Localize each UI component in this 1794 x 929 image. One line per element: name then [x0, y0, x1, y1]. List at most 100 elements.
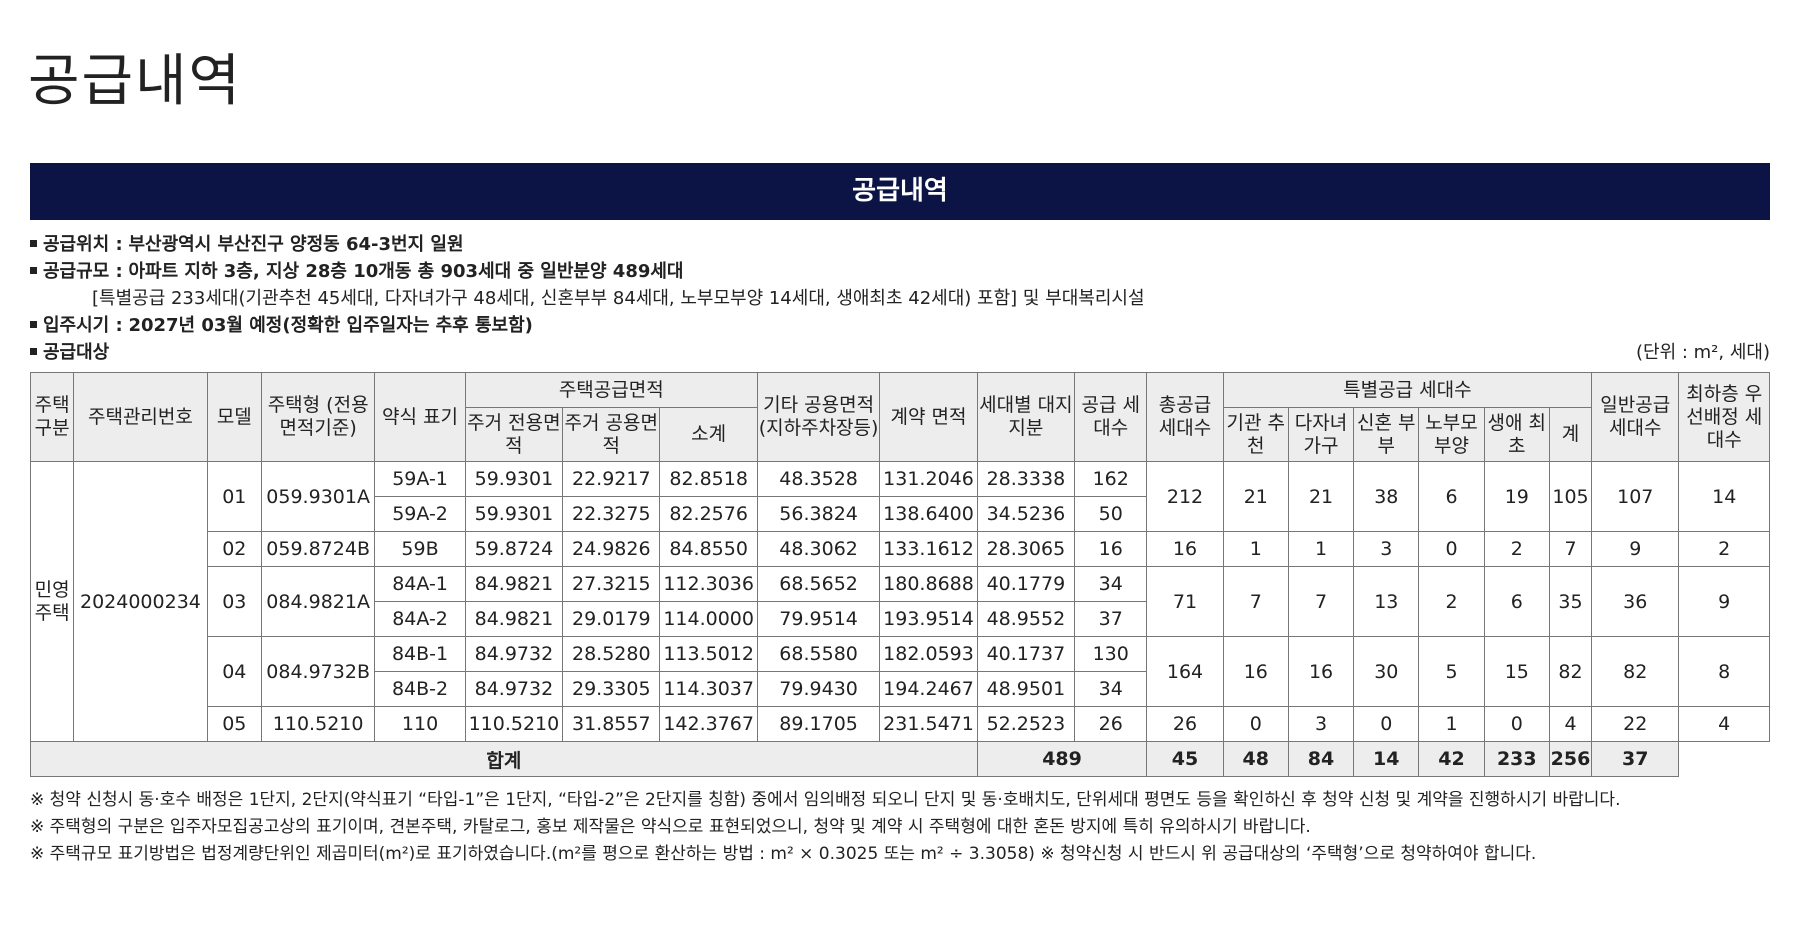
cell-contract: 231.5471: [879, 706, 978, 742]
info-scale: 공급규모 : 아파트 지하 3층, 지상 28층 10개동 총 903세대 중 …: [30, 258, 1770, 285]
cell-land: 40.1737: [976, 636, 1076, 672]
header-supply-units: 공급 세대수: [1074, 372, 1148, 462]
header-subtotal: 소계: [659, 407, 758, 462]
cell-other: 48.3528: [756, 461, 881, 497]
cell-first: 19: [1483, 461, 1550, 532]
cell-type: 084.9821A: [260, 566, 376, 637]
header-model: 모델: [206, 372, 262, 462]
supply-table: 주택 구분 주택관리번호 모델 주택형 (전용면적기준) 약식 표기 주택공급면…: [29, 372, 1770, 777]
banner-title: 공급내역: [30, 163, 1770, 220]
header-supply-area: 주택공급면적: [464, 372, 758, 408]
cell-excl: 59.9301: [464, 496, 564, 532]
cell-other: 56.3824: [756, 496, 881, 532]
cell-excl: 59.8724: [464, 531, 564, 567]
bullet-icon: [30, 240, 37, 247]
header-contract-area: 계약 면적: [879, 372, 978, 462]
cell-abbr: 84A-2: [374, 601, 466, 637]
cell-newly: 13: [1353, 566, 1420, 637]
cell-elderly: 1: [1418, 706, 1485, 742]
bullet-icon: [30, 321, 37, 328]
cell-newly: 0: [1353, 706, 1420, 742]
unit-note: (단위 : m², 세대): [1636, 342, 1770, 363]
cell-multi: 16: [1287, 636, 1355, 707]
cell-units: 34: [1074, 566, 1148, 602]
header-other-common: 기타 공용면적 (지하주차장등): [756, 372, 881, 462]
info-location-value: 부산광역시 부산진구 양정동 64-3번지 일원: [128, 234, 464, 255]
total-supply: 489: [976, 741, 1148, 777]
header-common: 주거 공용면적: [562, 407, 661, 462]
cell-inst: 16: [1222, 636, 1289, 707]
cell-land: 28.3065: [976, 531, 1076, 567]
cell-type: 059.8724B: [260, 531, 376, 567]
footnote: ※ 주택규모 표기방법은 법정계량단위인 제곱미터(m²)로 표기하였습니다.(…: [30, 844, 1537, 864]
info-target-label: 공급대상: [43, 342, 110, 363]
cell-first: 2: [1483, 531, 1550, 567]
cell-elderly: 5: [1418, 636, 1485, 707]
header-total-supply: 총공급 세대수: [1146, 372, 1224, 462]
cell-general: 22: [1591, 706, 1680, 742]
cell-total: 16: [1146, 531, 1224, 567]
cell-common: 31.8557: [562, 706, 661, 742]
cell-elderly: 2: [1418, 566, 1485, 637]
cell-common: 27.3215: [562, 566, 661, 602]
table-body: 민영 주택 2024000234 01 059.9301A 59A-1 59.9…: [29, 461, 1770, 777]
info-scale-label: 공급규모 :: [43, 261, 123, 282]
cell-abbr: 84A-1: [374, 566, 466, 602]
footnotes: ※ 청약 신청시 동·호수 배정은 1단지, 2단지(약식표기 “타입-1”은 …: [30, 787, 1770, 868]
cell-first: 15: [1483, 636, 1550, 707]
cell-land: 40.1779: [976, 566, 1076, 602]
total-multi: 48: [1222, 741, 1289, 777]
bullet-icon: [30, 348, 37, 355]
header-special-sum: 계: [1548, 407, 1593, 462]
table-row: 민영 주택 2024000234 01 059.9301A 59A-1 59.9…: [29, 461, 1770, 742]
cell-category: 민영 주택: [29, 461, 75, 742]
cell-excl: 84.9732: [464, 671, 564, 707]
cell-model: 05: [206, 706, 262, 742]
header-abbr: 약식 표기: [374, 372, 466, 462]
cell-contract: 194.2467: [879, 671, 978, 707]
cell-other: 68.5580: [756, 636, 881, 672]
cell-lowest: 14: [1678, 461, 1770, 532]
cell-special-sum: 82: [1548, 636, 1593, 707]
cell-lowest: 2: [1678, 531, 1770, 567]
cell-type: 084.9732B: [260, 636, 376, 707]
info-location: 공급위치 : 부산광역시 부산진구 양정동 64-3번지 일원: [30, 231, 1770, 258]
cell-special-sum: 7: [1548, 531, 1593, 567]
header-elderly: 노부모 부양: [1418, 407, 1485, 462]
cell-general: 82: [1591, 636, 1680, 707]
header-lowest-floor: 최하층 우선배정 세대수: [1678, 372, 1770, 462]
cell-common: 22.3275: [562, 496, 661, 532]
header-inst: 기관 추천: [1222, 407, 1289, 462]
cell-sub: 82.8518: [659, 461, 758, 497]
cell-total: 26: [1146, 706, 1224, 742]
total-inst: 45: [1146, 741, 1224, 777]
info-move-in-value: 2027년 03월 예정(정확한 입주일자는 추후 통보함): [128, 315, 533, 336]
cell-inst: 0: [1222, 706, 1289, 742]
footnote: ※ 주택형의 구분은 입주자모집공고상의 표기이며, 견본주택, 카탈로그, 홍…: [30, 817, 1311, 837]
info-scale-value: 아파트 지하 3층, 지상 28층 10개동 총 903세대 중 일반분양 48…: [128, 261, 684, 282]
cell-lowest: 9: [1678, 566, 1770, 637]
cell-units: 130: [1074, 636, 1148, 672]
total-newly: 84: [1287, 741, 1355, 777]
cell-general: 36: [1591, 566, 1680, 637]
header-multi: 다자녀 가구: [1287, 407, 1355, 462]
cell-land: 34.5236: [976, 496, 1076, 532]
cell-special-sum: 4: [1548, 706, 1593, 742]
cell-lowest: 8: [1678, 636, 1770, 707]
cell-units: 34: [1074, 671, 1148, 707]
info-target: 공급대상 (단위 : m², 세대): [30, 339, 1770, 366]
cell-contract: 131.2046: [879, 461, 978, 497]
cell-model: 04: [206, 636, 262, 707]
cell-abbr: 84B-2: [374, 671, 466, 707]
cell-other: 79.9514: [756, 601, 881, 637]
cell-sub: 82.2576: [659, 496, 758, 532]
info-move-in: 입주시기 : 2027년 03월 예정(정확한 입주일자는 추후 통보함): [30, 312, 1770, 339]
info-move-in-label: 입주시기 :: [43, 315, 123, 336]
cell-contract: 193.9514: [879, 601, 978, 637]
cell-units: 162: [1074, 461, 1148, 497]
cell-inst: 21: [1222, 461, 1289, 532]
footnote: ※ 청약 신청시 동·호수 배정은 1단지, 2단지(약식표기 “타입-1”은 …: [30, 790, 1621, 810]
cell-common: 29.3305: [562, 671, 661, 707]
cell-inst: 1: [1222, 531, 1289, 567]
cell-sub: 142.3767: [659, 706, 758, 742]
